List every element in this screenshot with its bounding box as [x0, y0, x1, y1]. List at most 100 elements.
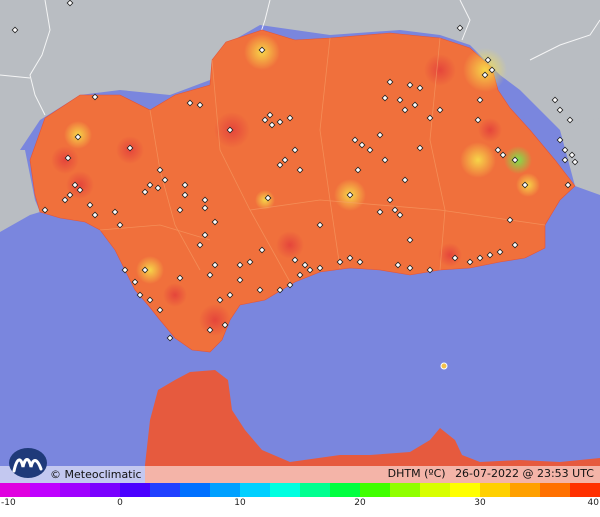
- legend-swatch: [420, 483, 450, 497]
- station-marker: [286, 281, 294, 289]
- station-marker: [201, 196, 209, 204]
- brand-name: © Meteoclimatic: [50, 468, 142, 481]
- station-marker: [381, 94, 389, 102]
- station-marker: [226, 291, 234, 299]
- station-marker: [376, 131, 384, 139]
- station-marker: [411, 101, 419, 109]
- station-marker: [268, 121, 276, 129]
- legend-swatch: [390, 483, 420, 497]
- land-north: [0, 0, 600, 150]
- station-marker: [571, 158, 579, 166]
- region-north-africa: [145, 370, 600, 483]
- station-marker: [246, 258, 254, 266]
- station-marker: [301, 261, 309, 269]
- station-marker: [216, 296, 224, 304]
- station-marker: [356, 258, 364, 266]
- station-marker: [11, 26, 19, 34]
- station-marker: [566, 116, 574, 124]
- station-marker: [564, 181, 572, 189]
- station-marker: [346, 191, 354, 199]
- station-marker: [176, 274, 184, 282]
- weather-stations: [11, 0, 579, 342]
- station-marker: [354, 166, 362, 174]
- station-marker: [116, 221, 124, 229]
- station-marker: [64, 154, 72, 162]
- legend-swatch: [540, 483, 570, 497]
- station-marker: [476, 254, 484, 262]
- footer-bar: [0, 466, 600, 483]
- station-marker: [511, 241, 519, 249]
- station-marker: [236, 276, 244, 284]
- station-marker: [258, 46, 266, 54]
- station-marker: [494, 146, 502, 154]
- station-marker: [136, 291, 144, 299]
- station-marker: [406, 264, 414, 272]
- station-marker: [306, 266, 314, 274]
- station-marker: [381, 156, 389, 164]
- station-marker: [401, 176, 409, 184]
- station-marker: [186, 99, 194, 107]
- station-marker: [141, 266, 149, 274]
- meteoclimatic-logo: [9, 448, 47, 478]
- map-caption: DHTM (ºC) 26-07-2022 @ 23:53 UTC: [382, 467, 594, 480]
- station-marker: [396, 211, 404, 219]
- legend-tick: 40: [587, 498, 599, 508]
- station-marker: [391, 206, 399, 214]
- station-marker: [276, 286, 284, 294]
- station-marker: [276, 161, 284, 169]
- station-marker: [426, 266, 434, 274]
- station-marker: [206, 326, 214, 334]
- station-marker: [41, 206, 49, 214]
- station-marker: [296, 271, 304, 279]
- station-marker: [551, 96, 559, 104]
- station-marker: [366, 146, 374, 154]
- hotspots: [51, 34, 540, 336]
- station-marker: [499, 151, 507, 159]
- land-east-coast: [560, 118, 600, 195]
- station-marker: [66, 191, 74, 199]
- station-marker: [111, 208, 119, 216]
- station-marker: [358, 141, 366, 149]
- station-marker: [291, 146, 299, 154]
- station-marker: [521, 181, 529, 189]
- station-marker: [316, 264, 324, 272]
- station-marker: [556, 136, 564, 144]
- station-marker: [481, 71, 489, 79]
- station-marker: [291, 256, 299, 264]
- province-borders: [99, 37, 546, 283]
- station-marker: [66, 0, 74, 7]
- station-marker: [401, 106, 409, 114]
- station-marker: [91, 211, 99, 219]
- station-marker: [316, 221, 324, 229]
- color-scale-ticks: -10 0 10 20 30 40: [0, 497, 600, 517]
- station-marker: [496, 248, 504, 256]
- station-marker: [511, 156, 519, 164]
- legend-swatch: [150, 483, 180, 497]
- legend-swatch: [330, 483, 360, 497]
- station-marker: [154, 184, 162, 192]
- temperature-map: [0, 0, 600, 483]
- station-marker: [346, 254, 354, 262]
- station-marker: [436, 106, 444, 114]
- station-marker: [416, 144, 424, 152]
- station-marker: [261, 116, 269, 124]
- land-portugal: [0, 150, 40, 232]
- station-marker: [484, 56, 492, 64]
- station-marker: [176, 206, 184, 214]
- station-marker: [71, 181, 79, 189]
- station-marker: [336, 258, 344, 266]
- station-marker: [74, 133, 82, 141]
- station-marker: [451, 254, 459, 262]
- station-marker: [386, 78, 394, 86]
- legend-swatch: [30, 483, 60, 497]
- station-marker: [561, 156, 569, 164]
- station-marker: [131, 278, 139, 286]
- station-marker: [351, 136, 359, 144]
- station-marker: [474, 116, 482, 124]
- legend-swatch: [360, 483, 390, 497]
- station-marker: [556, 106, 564, 114]
- station-marker: [226, 126, 234, 134]
- legend-swatch: [510, 483, 540, 497]
- legend-swatch: [480, 483, 510, 497]
- station-marker: [286, 114, 294, 122]
